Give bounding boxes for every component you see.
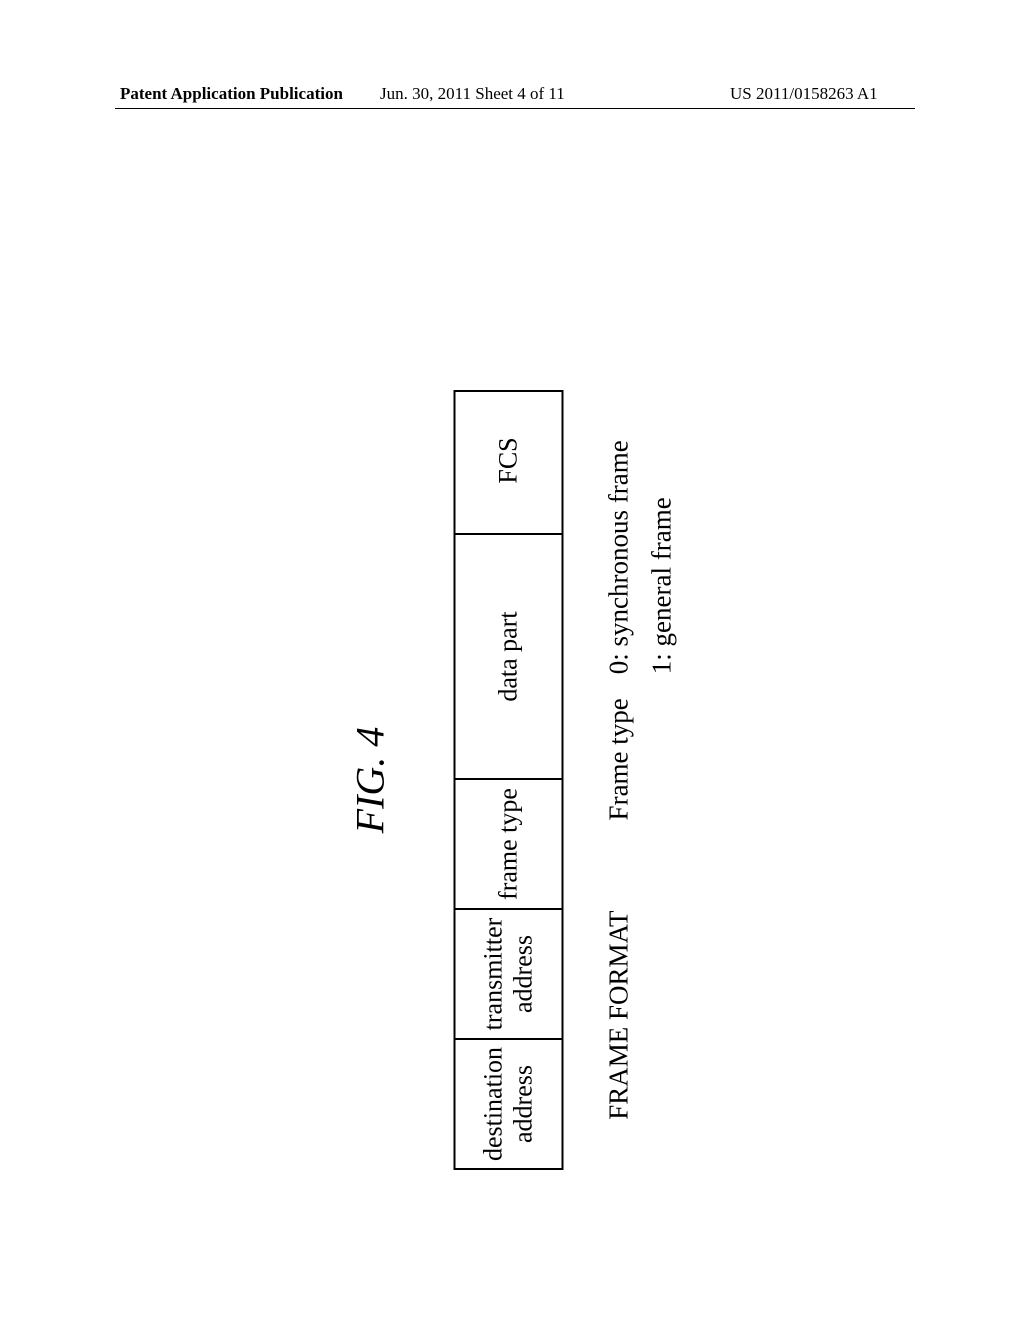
frame-type-legend: Frame type 0: synchronous frame 1: gener…	[604, 440, 678, 820]
frame-cell: transmitteraddress	[456, 908, 562, 1038]
header-right: US 2011/0158263 A1	[730, 84, 878, 104]
figure-area: FIG. 4 destinationaddresstransmitteraddr…	[0, 180, 1024, 1240]
legend-value: 0: synchronous frame	[604, 440, 635, 674]
header-rule	[115, 108, 915, 109]
frame-cell: frame type	[456, 778, 562, 908]
frame-cell: data part	[456, 533, 562, 778]
frame-cell-line: data part	[494, 611, 524, 701]
header-left: Patent Application Publication	[120, 84, 343, 104]
legend-label: Frame type	[604, 698, 678, 820]
frame-cell-line: destination	[479, 1047, 509, 1161]
legend-values: 0: synchronous frame 1: general frame	[604, 440, 678, 674]
figure-title: FIG. 4	[347, 330, 394, 1230]
frame-cell-line: address	[509, 935, 539, 1013]
figure-below-row: FRAME FORMAT Frame type 0: synchronous f…	[604, 330, 678, 1230]
frame-cell: destinationaddress	[456, 1038, 562, 1168]
frame-format-table: destinationaddresstransmitteraddressfram…	[454, 390, 564, 1170]
frame-cell: FCS	[456, 388, 562, 533]
frame-format-caption: FRAME FORMAT	[604, 910, 678, 1119]
frame-cell-line: transmitter	[479, 918, 509, 1031]
frame-cell-line: address	[509, 1065, 539, 1143]
figure-rotated-container: FIG. 4 destinationaddresstransmitteraddr…	[347, 330, 678, 1230]
frame-cell-line: FCS	[494, 437, 524, 483]
legend-value: 1: general frame	[647, 497, 678, 674]
header-center: Jun. 30, 2011 Sheet 4 of 11	[380, 84, 565, 104]
frame-cell-line: frame type	[494, 788, 524, 900]
